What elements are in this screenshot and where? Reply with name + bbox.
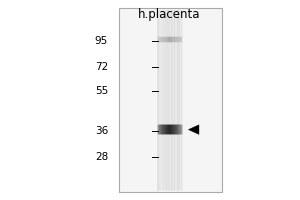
Text: 95: 95 (95, 36, 108, 46)
Text: h.placenta: h.placenta (138, 8, 201, 21)
Text: 55: 55 (95, 86, 108, 96)
Text: 28: 28 (95, 152, 108, 162)
Text: 72: 72 (95, 62, 108, 72)
Bar (157, 10, 182, 190)
Polygon shape (188, 125, 199, 134)
Text: 36: 36 (95, 126, 108, 136)
Bar (118, 8, 222, 192)
